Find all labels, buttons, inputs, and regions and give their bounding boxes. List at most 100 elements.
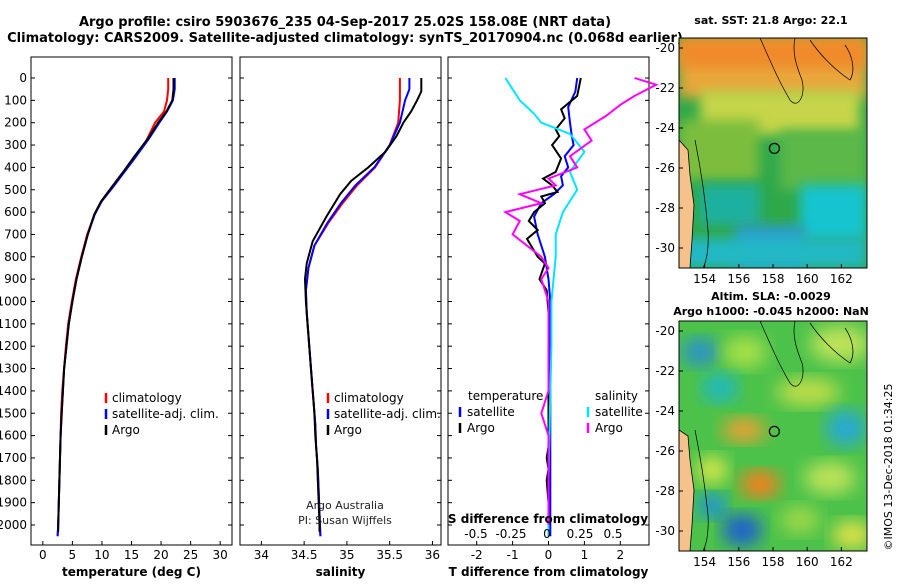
temperature-xlabel: temperature (deg C)	[62, 565, 201, 579]
depth-tick-label: 300	[4, 138, 27, 152]
difference-xtick-label: -2	[471, 548, 483, 562]
map-ytick-label: -28	[655, 484, 675, 498]
difference-xtick-label: -1	[507, 548, 519, 562]
temperature-xtick-label: 25	[183, 548, 198, 562]
header-line-1: Argo profile: csiro 5903676_235 04-Sep-2…	[79, 15, 611, 30]
map-ytick-label: -26	[655, 161, 675, 175]
depth-tick-label: 200	[4, 116, 27, 130]
map-xtick-label: 162	[830, 555, 853, 569]
legend-label: climatology	[112, 391, 182, 405]
depth-tick-label: 1900	[0, 496, 27, 510]
sst-map: sat. SST: 21.8 Argo: 22.1 154 156 158 160 16	[655, 14, 868, 286]
legend-label: satellite	[595, 405, 643, 419]
map-ytick-label: -28	[655, 201, 675, 215]
difference-series-line	[502, 77, 659, 525]
legend-label: Argo	[112, 423, 140, 437]
sst-argo-marker	[768, 142, 780, 154]
salinity-frame	[239, 56, 442, 546]
difference-xtick-label: 1	[581, 548, 589, 562]
s-difference-tick-label: -0.25	[495, 527, 526, 541]
map-xtick-label: 158	[762, 272, 785, 286]
depth-tick-label: 1200	[0, 339, 27, 353]
depth-tick-label: 1800	[0, 473, 27, 487]
temperature-xtick-label: 30	[213, 548, 228, 562]
map-xtick-label: 160	[796, 555, 819, 569]
difference-panel: -2 -1 0 1 2 T difference from climatology S di…	[447, 56, 659, 579]
s-difference-tick-label: 0	[543, 527, 551, 541]
map-ytick-label: -30	[655, 241, 675, 255]
sst-map-title: sat. SST: 21.8 Argo: 22.1	[694, 14, 847, 27]
difference-xlabel: T difference from climatology	[449, 565, 649, 579]
sla-map-title: Altim. SLA: -0.0029	[711, 290, 831, 303]
temperature-frame	[30, 56, 233, 546]
temperature-xtick-label: 0	[39, 548, 47, 562]
sst-field	[679, 38, 867, 268]
map-xtick-label: 160	[796, 272, 819, 286]
salinity-xtick-label: 35	[339, 548, 354, 562]
legend-label: satellite	[467, 405, 515, 419]
sla-field	[679, 321, 867, 551]
footer-stamp: ©IMOS 13-Dec-2018 01:34:25	[882, 384, 895, 551]
map-ytick-label: -24	[655, 121, 675, 135]
salinity-xtick-label: 34	[254, 548, 269, 562]
map-xtick-label: 156	[727, 272, 750, 286]
map-xtick-label: 154	[693, 555, 716, 569]
salinity-panel: 34 34.5 35 35.5 36 salinity climatology satelli…	[239, 56, 442, 579]
legend-label: Argo	[595, 421, 623, 435]
depth-tick-label: 1400	[0, 384, 27, 398]
depth-tick-label: 500	[4, 183, 27, 197]
sst-map-axes: 154 156 158 160 162 -20 -22 -24 -26 -28 -30	[655, 41, 852, 286]
sla-argo-marker	[768, 425, 780, 437]
depth-tick-label: 2000	[0, 518, 27, 532]
difference-series-line	[504, 77, 586, 537]
legend-label: Argo	[334, 423, 362, 437]
map-xtick-label: 158	[762, 555, 785, 569]
depth-tick-label: 900	[4, 272, 27, 286]
temperature-xtick-label: 10	[94, 548, 109, 562]
map-ytick-label: -22	[655, 364, 675, 378]
s-difference-tick-label: -0.5	[464, 527, 487, 541]
s-difference-tick-label: 0.5	[603, 527, 622, 541]
sla-map: Altim. SLA: -0.0029 Argo h1000: -0.045 h…	[655, 290, 869, 569]
salinity-xtick-label: 36	[425, 548, 440, 562]
depth-tick-label: 800	[4, 250, 27, 264]
legend-label: satellite-adj. clim.	[334, 407, 441, 421]
depth-tick-label: 600	[4, 205, 27, 219]
map-xtick-label: 154	[693, 272, 716, 286]
map-ytick-label: -22	[655, 81, 675, 95]
map-ytick-label: -20	[655, 41, 675, 55]
legend-label: satellite-adj. clim.	[112, 407, 219, 421]
map-ytick-label: -30	[655, 524, 675, 538]
sla-map-axes: 154 156 158 160 162 -20 -22 -24 -26 -28 -30	[655, 324, 852, 569]
map-ytick-label: -26	[655, 444, 675, 458]
sla-map-subtitle: Argo h1000: -0.045 h2000: NaN	[673, 305, 869, 318]
map-ytick-label: -24	[655, 404, 675, 418]
salinity-xlabel: salinity	[316, 565, 366, 579]
depth-tick-label: 1600	[0, 429, 27, 443]
difference-xtick-label: 0	[545, 548, 553, 562]
depth-tick-label: 100	[4, 93, 27, 107]
temperature-xtick-label: 20	[153, 548, 168, 562]
salinity-xtick-label: 34.5	[291, 548, 318, 562]
map-xtick-label: 162	[830, 272, 853, 286]
depth-tick-label: 1300	[0, 362, 27, 376]
credit-line-1: Argo Australia	[306, 499, 384, 512]
depth-tick-label: 1000	[0, 295, 27, 309]
map-xtick-label: 156	[727, 555, 750, 569]
depth-tick-label: 1700	[0, 451, 27, 465]
salinity-xtick-label: 35.5	[376, 548, 403, 562]
legend-label: Argo	[467, 421, 495, 435]
credit-line-2: PI: Susan Wijffels	[298, 514, 392, 527]
legend-group-title: temperature	[468, 389, 543, 403]
temperature-panel: 0100200300400500600700800900100011001200…	[0, 56, 233, 579]
salinity-series-line	[303, 78, 423, 532]
s-difference-tick-label: 0.25	[567, 527, 594, 541]
map-ytick-label: -20	[655, 324, 675, 338]
depth-tick-label: 400	[4, 160, 27, 174]
legend-label: climatology	[334, 391, 404, 405]
s-difference-label: S difference from climatology	[448, 512, 648, 526]
temperature-series-line	[57, 78, 175, 532]
difference-xtick-label: 2	[616, 548, 624, 562]
